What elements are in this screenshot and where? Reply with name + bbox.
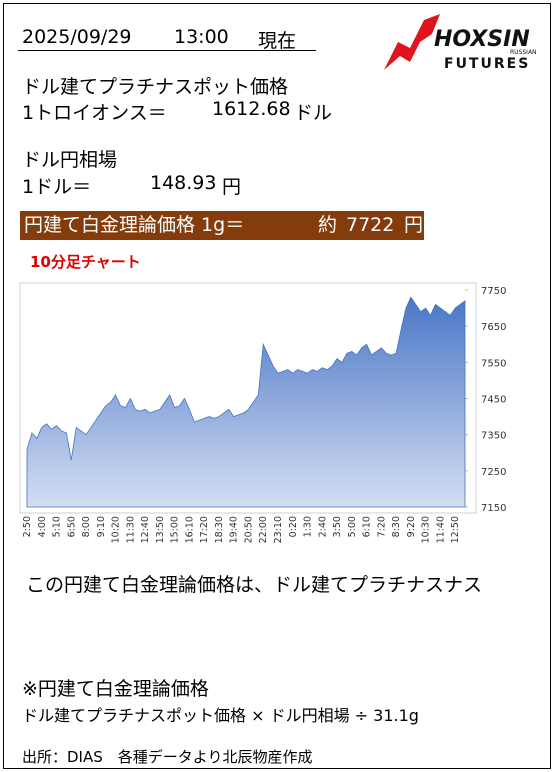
y-tick-label: 7750 (481, 286, 506, 297)
x-tick-label: 16:10 (184, 516, 195, 543)
x-tick-label: 23:10 (273, 516, 284, 543)
x-tick-label: 19:40 (229, 516, 240, 543)
x-tick-label: 11:30 (125, 516, 136, 543)
x-tick-label: 5:10 (52, 516, 63, 537)
x-tick-label: 6:50 (66, 516, 77, 537)
x-tick-label: 4:00 (37, 516, 48, 537)
platinum-price: 1612.68 (212, 98, 291, 120)
y-tick-label: 7250 (481, 467, 506, 478)
logo-futures: FUTURES (444, 56, 530, 72)
x-tick-label: 18:30 (214, 516, 225, 543)
logo-sub: RUSSIAN (510, 49, 537, 56)
y-tick-label: 7650 (481, 322, 506, 333)
x-tick-label: 7:20 (376, 516, 387, 537)
y-tick-label: 7150 (481, 503, 506, 514)
platinum-label: ドル建てプラチナスポット価格 (22, 76, 289, 98)
x-tick-label: 22:00 (258, 516, 269, 543)
chart: 10分足チャート 7150 7250 7350 7450 7550 7650 7750 2:5… (19, 253, 506, 543)
x-tick-label: 8:00 (81, 516, 92, 537)
banner-prefix: 約 (318, 214, 338, 236)
x-tick-label: 1:30 (303, 516, 314, 537)
fx-rate: 148.93 (150, 172, 217, 194)
date: 2025/09/29 (22, 26, 132, 48)
chart-title: 10分足チャート (30, 253, 141, 271)
y-tick-label: 7450 (481, 395, 506, 406)
x-tick-label: 0:20 (288, 516, 299, 537)
x-tick-label: 8:30 (391, 516, 402, 537)
underline (18, 50, 316, 51)
banner-label: 円建て白金理論価格 1g＝ (24, 214, 245, 236)
fx-unit: 1ドル＝ (22, 176, 92, 198)
banner-price: 7722 (346, 214, 395, 236)
note-line: この円建て白金理論価格は、ドル建てプラチナスナス (26, 574, 483, 596)
x-tick-label: 20:50 (243, 516, 254, 543)
platinum-currency: ドル (294, 102, 333, 124)
x-tick-label: 12:50 (450, 516, 461, 543)
x-tick-label: 10:30 (421, 516, 432, 543)
time: 13:00 (174, 26, 229, 48)
formula: ドル建てプラチナスポット価格 × ドル円相場 ÷ 31.1g (22, 706, 419, 725)
formula-title: ※円建て白金理論価格 (22, 678, 209, 700)
y-tick-label: 7550 (481, 358, 506, 369)
x-tick-label: 13:50 (155, 516, 166, 543)
x-tick-label: 5:00 (347, 516, 358, 537)
x-tick-label: 10:20 (111, 516, 122, 543)
x-tick-label: 6:10 (362, 516, 373, 537)
logo-swoosh (384, 14, 440, 70)
status: 現在 (258, 30, 297, 52)
logo-brand: HOXSIN (434, 27, 530, 52)
y-tick-label: 7350 (481, 431, 506, 442)
frame (3, 3, 551, 769)
x-tick-label: 17:20 (199, 516, 210, 543)
x-tick-label: 11:40 (435, 516, 446, 543)
fx-label: ドル円相場 (22, 149, 118, 171)
x-tick-label: 12:40 (140, 516, 151, 543)
fx-currency: 円 (222, 176, 242, 198)
x-tick-label: 2:50 (22, 516, 33, 537)
x-tick-label: 2:40 (317, 516, 328, 537)
logo: HOXSIN RUSSIAN FUTURES (384, 14, 537, 72)
x-tick-label: 9:10 (96, 516, 107, 537)
banner: 円建て白金理論価格 1g＝ 約 7722 円 (20, 211, 424, 240)
x-tick-label: 9:20 (406, 516, 417, 537)
platinum-unit: 1トロイオンス＝ (22, 102, 167, 124)
area (26, 296, 466, 508)
source: 出所：DIAS 各種データより北辰物産作成 (22, 748, 313, 766)
plot-frame (19, 282, 477, 514)
banner-currency: 円 (404, 214, 424, 236)
x-tick-label: 3:50 (332, 516, 343, 537)
x-tick-label: 15:00 (170, 516, 181, 543)
